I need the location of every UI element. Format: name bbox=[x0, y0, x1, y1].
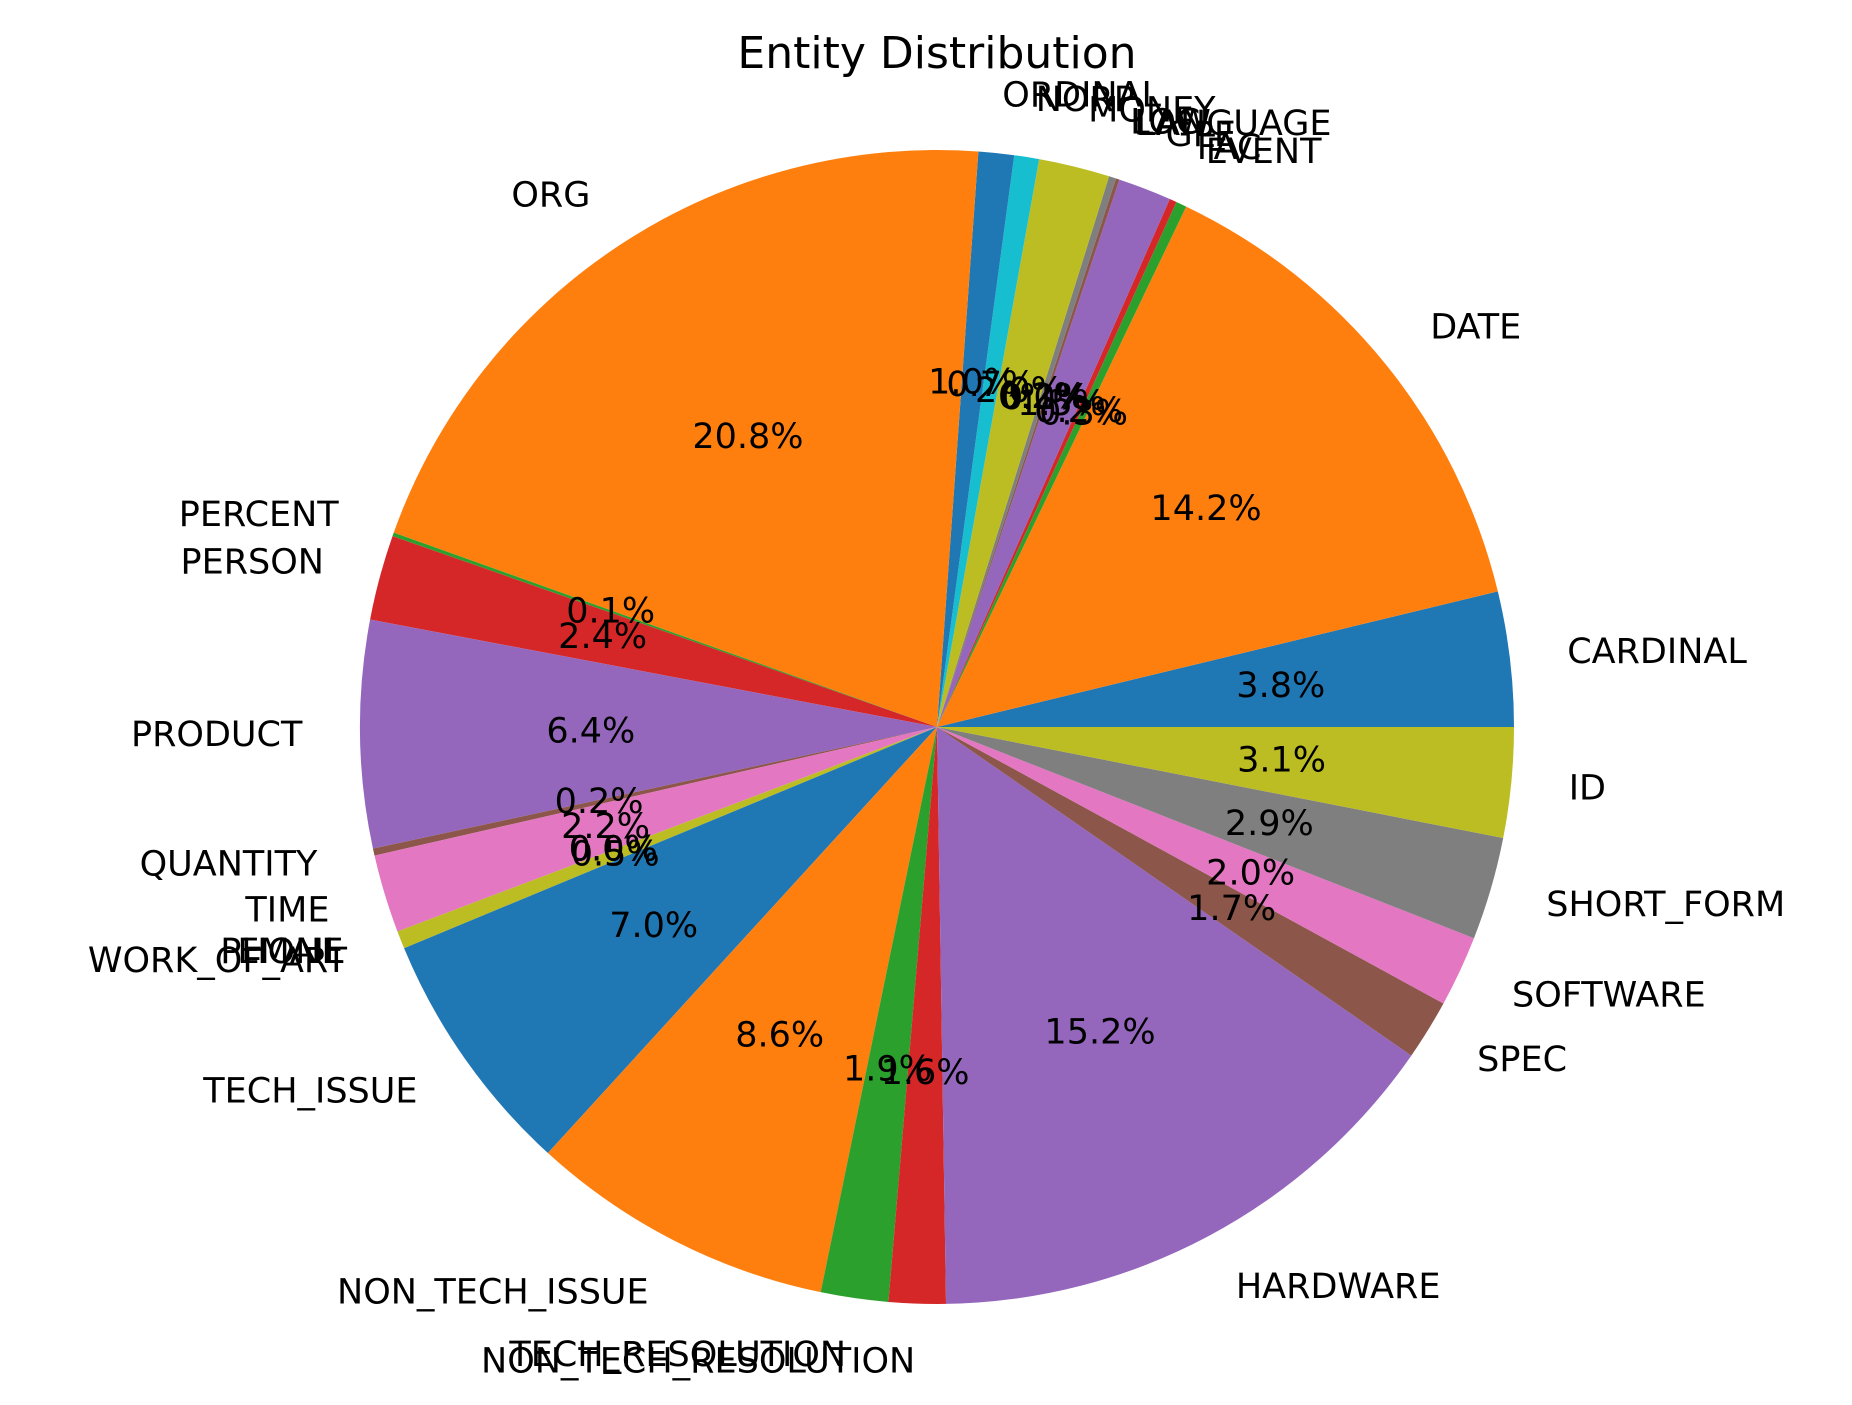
slice-non-tech-issue bbox=[547, 727, 937, 1293]
pct-label-id: 3.1% bbox=[1237, 740, 1326, 780]
category-label-short-form: SHORT_FORM bbox=[1546, 885, 1785, 925]
slice-fac bbox=[937, 199, 1177, 728]
pct-label-email: 0.0% bbox=[569, 830, 658, 870]
category-label-language: LANGUAGE bbox=[1136, 104, 1332, 144]
pct-label-tech-issue: 7.0% bbox=[609, 906, 698, 946]
category-label-percent: PERCENT bbox=[179, 495, 340, 535]
slice-id bbox=[937, 727, 1514, 839]
pct-label-fac: 0.2% bbox=[1034, 391, 1123, 431]
category-label-ordinal: ORDINAL bbox=[1002, 76, 1161, 116]
pct-label-law: 0.0% bbox=[1000, 378, 1089, 418]
slice-spec bbox=[937, 727, 1444, 1056]
pie-percent-labels: 3.8%14.2%0.3%0.2%1.5%0.1%0.0%0.2%2.0%0.7… bbox=[546, 363, 1326, 1093]
slice-cardinal bbox=[937, 591, 1514, 727]
category-label-event: EVENT bbox=[1206, 132, 1322, 172]
pct-label-non-tech-issue: 8.6% bbox=[735, 1015, 824, 1055]
pct-label-person: 2.4% bbox=[558, 617, 647, 657]
slice-org bbox=[393, 150, 979, 728]
slice-hardware bbox=[937, 727, 1412, 1304]
pct-label-work-of-art: 0.5% bbox=[571, 835, 660, 875]
pct-label-product: 6.4% bbox=[546, 711, 635, 751]
category-label-person: PERSON bbox=[181, 542, 325, 582]
slice-quantity bbox=[372, 727, 937, 856]
pct-label-time: 2.2% bbox=[561, 807, 650, 847]
slice-tech-issue bbox=[404, 727, 937, 1154]
category-label-phone: PHONE bbox=[220, 932, 343, 972]
slice-person bbox=[370, 536, 937, 727]
category-label-hardware: HARDWARE bbox=[1236, 1267, 1441, 1307]
pct-label-software: 2.0% bbox=[1206, 854, 1295, 894]
pie-slices bbox=[360, 150, 1514, 1304]
slice-event bbox=[937, 202, 1187, 727]
slice-tech-resolution bbox=[820, 727, 937, 1302]
pct-label-date: 14.2% bbox=[1150, 489, 1261, 529]
category-label-loc: LOC bbox=[1130, 102, 1200, 142]
slice-product bbox=[360, 619, 938, 849]
category-label-gpe: GPE bbox=[1166, 115, 1236, 155]
slice-software bbox=[937, 727, 1474, 1004]
category-label-product: PRODUCT bbox=[131, 715, 303, 755]
pct-label-hardware: 15.2% bbox=[1044, 1012, 1155, 1052]
pct-label-org: 20.8% bbox=[692, 417, 803, 457]
slice-money bbox=[937, 159, 1110, 727]
category-label-spec: SPEC bbox=[1477, 1040, 1567, 1080]
pct-label-gpe: 1.5% bbox=[1017, 384, 1106, 424]
pct-label-ordinal: 1.0% bbox=[928, 363, 1017, 403]
category-label-tech-resolution: TECH_RESOLUTION bbox=[508, 1335, 846, 1375]
slice-time bbox=[374, 727, 937, 932]
pct-label-loc: 0.2% bbox=[998, 377, 1087, 417]
pct-label-short-form: 2.9% bbox=[1225, 804, 1314, 844]
slice-gpe bbox=[937, 179, 1170, 727]
category-label-non-tech-issue: NON_TECH_ISSUE bbox=[337, 1272, 649, 1312]
slice-loc bbox=[937, 176, 1116, 728]
category-label-money: MONEY bbox=[1088, 91, 1216, 131]
pct-label-money: 2.0% bbox=[975, 371, 1064, 411]
category-label-quantity: QUANTITY bbox=[140, 845, 318, 885]
slice-norp bbox=[937, 155, 1040, 727]
category-label-date: DATE bbox=[1430, 308, 1521, 348]
pct-label-cardinal: 3.8% bbox=[1236, 666, 1325, 706]
slice-language bbox=[937, 178, 1120, 727]
slice-work-of-art bbox=[397, 727, 937, 949]
slice-date bbox=[937, 206, 1498, 728]
pct-label-percent: 0.1% bbox=[566, 591, 655, 631]
pct-label-spec: 1.7% bbox=[1187, 889, 1276, 929]
category-label-org: ORG bbox=[511, 175, 590, 215]
slice-percent bbox=[392, 532, 937, 727]
pct-label-event: 0.3% bbox=[1039, 393, 1128, 433]
category-label-id: ID bbox=[1569, 768, 1606, 808]
slice-short-form bbox=[937, 727, 1504, 939]
pie-category-labels: CARDINAL DATE EVENTFACGPELANGUAGELAWLOCMON… bbox=[88, 76, 1785, 1382]
pct-label-non-tech-resolution: 1.6% bbox=[881, 1053, 970, 1093]
category-label-software: SOFTWARE bbox=[1512, 976, 1706, 1016]
category-label-email: EMAIL bbox=[237, 932, 344, 972]
category-label-tech-issue: TECH_ISSUE bbox=[202, 1072, 417, 1112]
pct-label-language: 0.1% bbox=[1001, 378, 1090, 418]
category-label-law: LAW bbox=[1134, 104, 1211, 144]
pct-label-norp: 0.7% bbox=[946, 365, 1035, 405]
category-label-non-tech-resolution: NON_TECH_RESOLUTION bbox=[481, 1341, 915, 1381]
slice-ordinal bbox=[937, 151, 1015, 727]
category-label-cardinal: CARDINAL bbox=[1567, 632, 1747, 672]
category-label-norp: NORP bbox=[1036, 80, 1135, 120]
pct-label-tech-resolution: 1.9% bbox=[843, 1050, 932, 1090]
chart-title: Entity Distribution bbox=[737, 28, 1136, 79]
category-label-work-of-art: WORK_OF_ART bbox=[88, 941, 348, 981]
pct-label-quantity: 0.2% bbox=[555, 782, 644, 822]
slice-non-tech-resolution bbox=[888, 727, 947, 1304]
category-label-fac: FAC bbox=[1197, 128, 1262, 168]
pct-label-phone: 0.0% bbox=[569, 830, 658, 870]
category-label-time: TIME bbox=[244, 891, 329, 931]
